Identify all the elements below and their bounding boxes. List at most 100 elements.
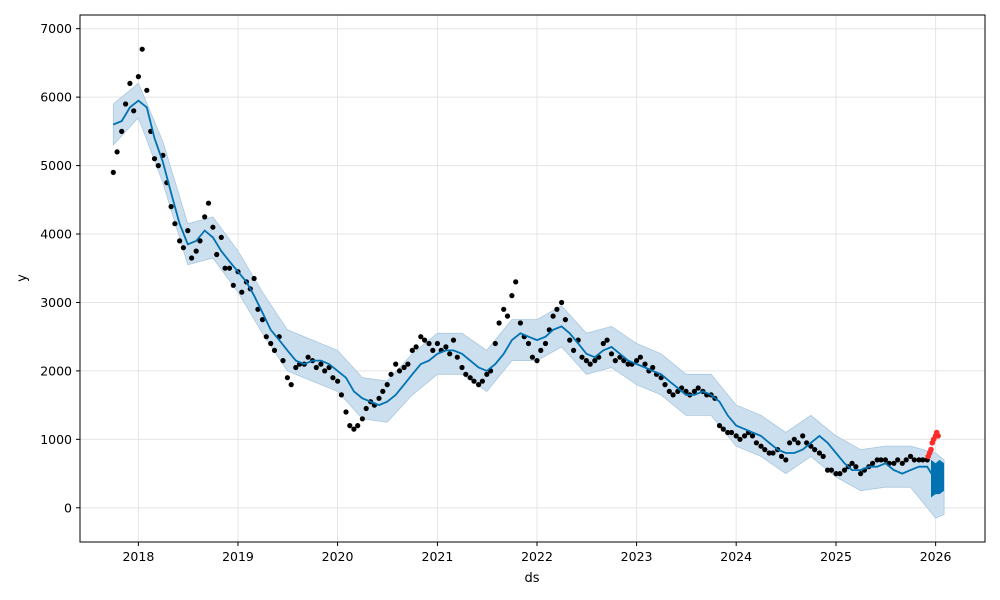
observed-point	[471, 378, 477, 384]
recent-points	[925, 429, 941, 460]
observed-point	[322, 368, 328, 374]
observed-point	[517, 320, 524, 326]
y-tick-label: 5000	[40, 158, 72, 173]
observed-point	[110, 169, 116, 175]
observed-point	[144, 87, 150, 93]
observed-point	[185, 228, 191, 234]
y-tick-label: 7000	[40, 21, 72, 36]
observed-point	[579, 354, 585, 360]
observed-point	[878, 457, 884, 463]
observed-point	[720, 426, 726, 432]
observed-point	[666, 388, 672, 394]
observed-point	[766, 450, 772, 456]
observed-point	[484, 371, 490, 377]
observed-point	[230, 282, 236, 288]
observed-point	[293, 364, 299, 371]
observed-point	[895, 457, 901, 463]
observed-point	[529, 354, 536, 360]
observed-point	[376, 395, 382, 401]
observed-point	[330, 375, 336, 381]
observed-point	[259, 317, 266, 323]
observed-point	[443, 344, 449, 350]
observed-point	[476, 382, 482, 388]
observed-point	[853, 464, 859, 470]
observed-point	[592, 358, 598, 364]
observed-point	[758, 443, 764, 449]
observed-point	[210, 224, 216, 230]
observed-point	[916, 457, 922, 463]
observed-point	[492, 340, 498, 347]
observed-point	[634, 358, 640, 364]
observed-point	[430, 347, 436, 353]
observed-point	[413, 344, 419, 350]
observed-point	[288, 382, 294, 388]
observed-point	[778, 453, 785, 459]
observed-point	[604, 337, 610, 343]
observed-point	[695, 385, 701, 391]
observed-point	[903, 457, 909, 463]
observed-point	[202, 214, 208, 220]
observed-point	[670, 392, 676, 398]
observed-point	[151, 156, 158, 162]
observed-point	[870, 460, 876, 466]
x-tick-label: 2019	[222, 549, 254, 564]
observed-point	[891, 460, 897, 466]
observed-point	[467, 375, 473, 381]
observed-point	[513, 279, 519, 285]
recent-point	[928, 446, 934, 453]
observed-point	[791, 436, 797, 442]
observed-point	[828, 467, 835, 473]
observed-point	[725, 429, 731, 436]
observed-point	[858, 471, 864, 477]
observed-point	[650, 364, 656, 371]
observed-point	[642, 361, 648, 367]
observed-point	[749, 433, 756, 439]
observed-point	[554, 306, 560, 312]
observed-point	[434, 340, 440, 347]
observed-point	[804, 440, 810, 446]
recent-point	[935, 433, 941, 439]
observed-point	[907, 453, 914, 459]
observed-point	[180, 245, 186, 251]
observed-point	[783, 457, 789, 463]
observed-point	[177, 238, 183, 244]
x-tick-label: 2023	[621, 549, 653, 564]
observed-point	[849, 460, 855, 466]
observed-point	[214, 251, 220, 258]
observed-point	[800, 433, 806, 439]
x-tick-label: 2021	[422, 549, 454, 564]
observed-point	[571, 347, 577, 353]
observed-point	[787, 440, 793, 446]
observed-point	[388, 371, 394, 377]
observed-point	[841, 467, 848, 473]
observed-point	[737, 436, 743, 442]
observed-point	[509, 293, 515, 299]
observed-point	[911, 457, 917, 463]
observed-point	[284, 375, 290, 381]
observed-point	[318, 361, 324, 367]
observed-point	[393, 361, 399, 367]
observed-point	[662, 382, 668, 388]
observed-point	[355, 423, 361, 429]
y-tick-label: 3000	[40, 295, 72, 310]
observed-point	[351, 426, 357, 432]
observed-point	[271, 347, 278, 353]
observed-point	[139, 46, 145, 52]
observed-point	[123, 101, 129, 107]
observed-point	[816, 450, 823, 456]
observed-point	[305, 354, 311, 360]
observed-point	[384, 382, 390, 388]
x-tick-label: 2018	[122, 549, 154, 564]
y-tick-label: 1000	[40, 432, 72, 447]
observed-point	[899, 460, 905, 466]
observed-point	[205, 200, 212, 206]
observed-point	[338, 392, 344, 398]
observed-point	[795, 440, 801, 446]
observed-point	[874, 457, 880, 463]
observed-point	[363, 405, 369, 412]
observed-point	[600, 340, 606, 347]
y-tick-label: 2000	[40, 363, 72, 378]
x-tick-label: 2026	[920, 549, 952, 564]
observed-point	[728, 429, 735, 436]
